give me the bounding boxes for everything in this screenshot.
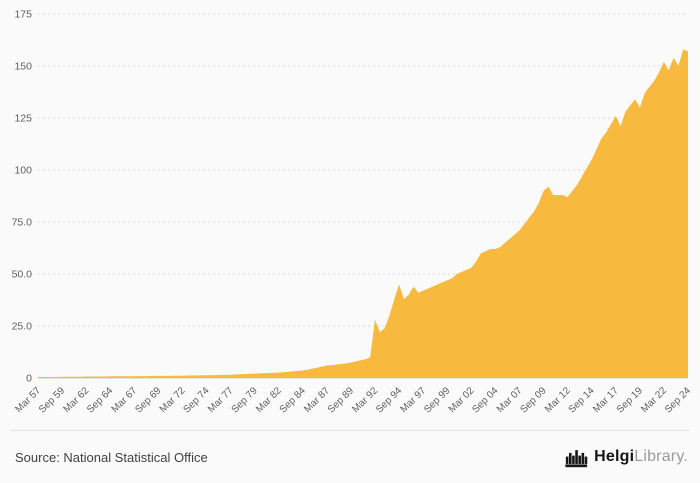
- brand-logo[interactable]: HelgiLibrary.: [564, 447, 690, 468]
- y-axis-label: 175: [14, 9, 32, 21]
- x-axis-label: Sep 84: [278, 385, 308, 415]
- brand-name-light: Library: [634, 448, 684, 465]
- x-axis-label: Sep 74: [181, 385, 211, 415]
- brand-name: HelgiLibrary.: [594, 448, 688, 466]
- brand-suffix: .: [683, 448, 688, 465]
- area-series[interactable]: [38, 49, 688, 379]
- x-axis-label: Sep 19: [615, 385, 645, 415]
- brand-name-bold: Helgi: [594, 448, 635, 465]
- x-axis-label: Sep 94: [374, 385, 404, 415]
- y-axis-label: 0: [26, 373, 32, 385]
- y-axis-label: 50.0: [12, 269, 33, 281]
- y-axis-label: 100: [14, 165, 32, 177]
- x-axis-label: Sep 69: [133, 385, 163, 415]
- x-axis-label: Sep 79: [230, 385, 260, 415]
- x-axis-label: Sep 99: [422, 385, 452, 415]
- y-axis-label: 75.0: [12, 217, 33, 229]
- y-axis-label: 125: [14, 113, 32, 125]
- x-axis-label: Sep 04: [470, 385, 500, 415]
- y-axis-label: 25.0: [12, 321, 33, 333]
- x-axis-label: Sep 89: [326, 385, 356, 415]
- x-axis-label: Sep 59: [37, 385, 67, 415]
- y-axis-label: 150: [14, 61, 32, 73]
- x-axis-label: Sep 09: [518, 385, 548, 415]
- source-text: Source: National Statistical Office: [15, 449, 208, 465]
- helgi-library-icon: [565, 449, 588, 467]
- x-axis-label: Sep 24: [663, 385, 693, 415]
- footer: Source: National Statistical Office Helg…: [10, 430, 690, 483]
- x-axis-label: Sep 14: [567, 385, 597, 415]
- area-chart: 0 25.0 50.0 75.0 100 125 150 175 Mar 57 Sep 59 Mar…: [12, 9, 694, 416]
- x-axis-label: Sep 64: [85, 385, 115, 415]
